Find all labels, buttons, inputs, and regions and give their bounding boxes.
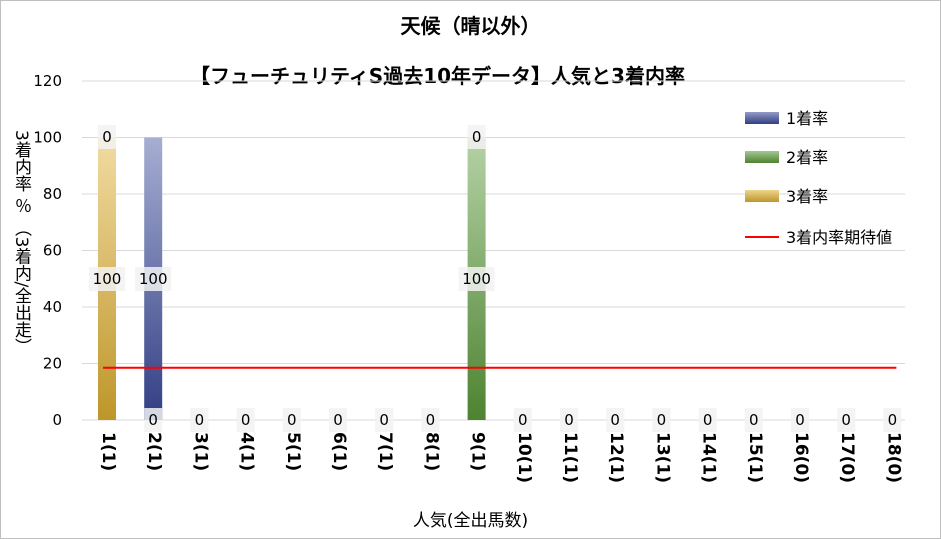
x-tick-label: 5(1): [283, 432, 303, 471]
data-label: 0: [518, 411, 528, 429]
grid-layer: [82, 80, 905, 421]
legend-label: 2着率: [786, 148, 828, 167]
y-tick-label: 60: [43, 242, 62, 260]
chart-title-line1: 天候（晴以外）: [400, 14, 541, 38]
data-label: 0: [841, 411, 851, 429]
y-tick-label: 0: [52, 411, 62, 429]
legend-label: 3着内率期待値: [786, 228, 892, 247]
data-label: 0: [102, 128, 112, 146]
data-label-bg: [698, 408, 717, 432]
x-tick-label: 2(1): [144, 432, 164, 471]
data-label: 0: [703, 411, 713, 429]
data-label: 0: [888, 411, 898, 429]
x-tick-label: 12(1): [606, 432, 626, 483]
data-label: 0: [195, 411, 205, 429]
x-tick-label: 16(0): [791, 432, 811, 483]
data-label-bg: [513, 408, 532, 432]
data-label-bg: [98, 125, 116, 149]
x-tick-label: 4(1): [237, 432, 257, 471]
data-label: 0: [795, 411, 805, 429]
x-tick-label: 8(1): [421, 432, 441, 471]
y-tick-label: 120: [33, 72, 62, 90]
data-label: 100: [93, 270, 122, 288]
data-label-bg: [190, 408, 209, 432]
x-tick-label: 1(1): [98, 432, 118, 471]
data-label: 0: [241, 411, 251, 429]
x-tick-label: 9(1): [468, 432, 488, 471]
data-label: 0: [610, 411, 620, 429]
data-label-bg: [375, 408, 394, 432]
data-label-bg: [652, 408, 671, 432]
y-tick-label: 40: [43, 298, 62, 316]
x-tick-label: 11(1): [560, 432, 580, 483]
data-label-bg: [791, 408, 809, 432]
legend-swatch: [745, 190, 779, 202]
data-label-bg: [883, 408, 902, 432]
data-label-bg: [606, 408, 625, 432]
data-label-bg: [282, 408, 301, 432]
x-tick-labels: 1(1) 2(1) 3(1) 4(1) 5(1) 6(1) 7(1) 8(1) 9(1) 10(1…: [98, 432, 903, 483]
data-label-bg: [467, 125, 486, 149]
x-tick-label: 17(0): [837, 432, 857, 483]
data-label: 0: [148, 411, 158, 429]
data-label-bg: [421, 408, 440, 432]
y-tick-label: 20: [43, 355, 62, 373]
legend-label: 1着率: [786, 109, 828, 128]
x-tick-label: 13(1): [652, 432, 672, 483]
data-label: 0: [287, 411, 297, 429]
x-tick-label: 6(1): [329, 432, 349, 471]
data-label-bg: [560, 408, 578, 432]
x-axis-label: 人気(全出馬数): [412, 511, 529, 531]
x-tick-label: 14(1): [699, 432, 719, 483]
data-label: 0: [379, 411, 389, 429]
data-label-bg: [329, 408, 347, 432]
data-label: 100: [462, 270, 491, 288]
y-axis-label: 3着内率 ％ （3着内/全出走）: [11, 130, 31, 356]
data-label: 100: [139, 270, 168, 288]
data-label: 0: [657, 411, 667, 429]
data-label: 0: [472, 128, 482, 146]
data-label-bg: [744, 408, 763, 432]
legend: 1着率 2着率 3着率 3着内率期待値: [745, 109, 892, 247]
data-label-bg: [458, 267, 495, 291]
data-labels-layer: 0 100 100 0 0 0 0 0 0 0 0 100 0 0 0 0 0 0 0 0 0: [89, 125, 902, 432]
data-label-bg: [236, 408, 255, 432]
legend-swatch: [745, 151, 779, 163]
chart-title-line2: 【フューチュリティS過去10年データ】人気と3着内率: [190, 64, 685, 88]
x-tick-label: 7(1): [375, 432, 395, 471]
data-label-bg: [89, 267, 125, 291]
y-tick-label: 100: [33, 129, 62, 147]
data-label: 0: [564, 411, 574, 429]
data-label: 0: [749, 411, 759, 429]
data-label-bg: [144, 408, 163, 432]
x-tick-label: 3(1): [190, 432, 210, 471]
data-label: 0: [333, 411, 343, 429]
x-tick-label: 15(1): [745, 432, 765, 483]
data-label: 0: [426, 411, 436, 429]
x-tick-label: 10(1): [514, 432, 534, 483]
legend-label: 3着率: [786, 187, 828, 206]
y-tick-labels: 0 20 40 60 80 100 120: [33, 72, 62, 429]
legend-swatch: [745, 112, 779, 124]
y-tick-label: 80: [43, 185, 62, 203]
x-tick-label: 18(0): [883, 432, 903, 483]
data-label-bg: [135, 267, 172, 291]
data-label-bg: [837, 408, 856, 432]
